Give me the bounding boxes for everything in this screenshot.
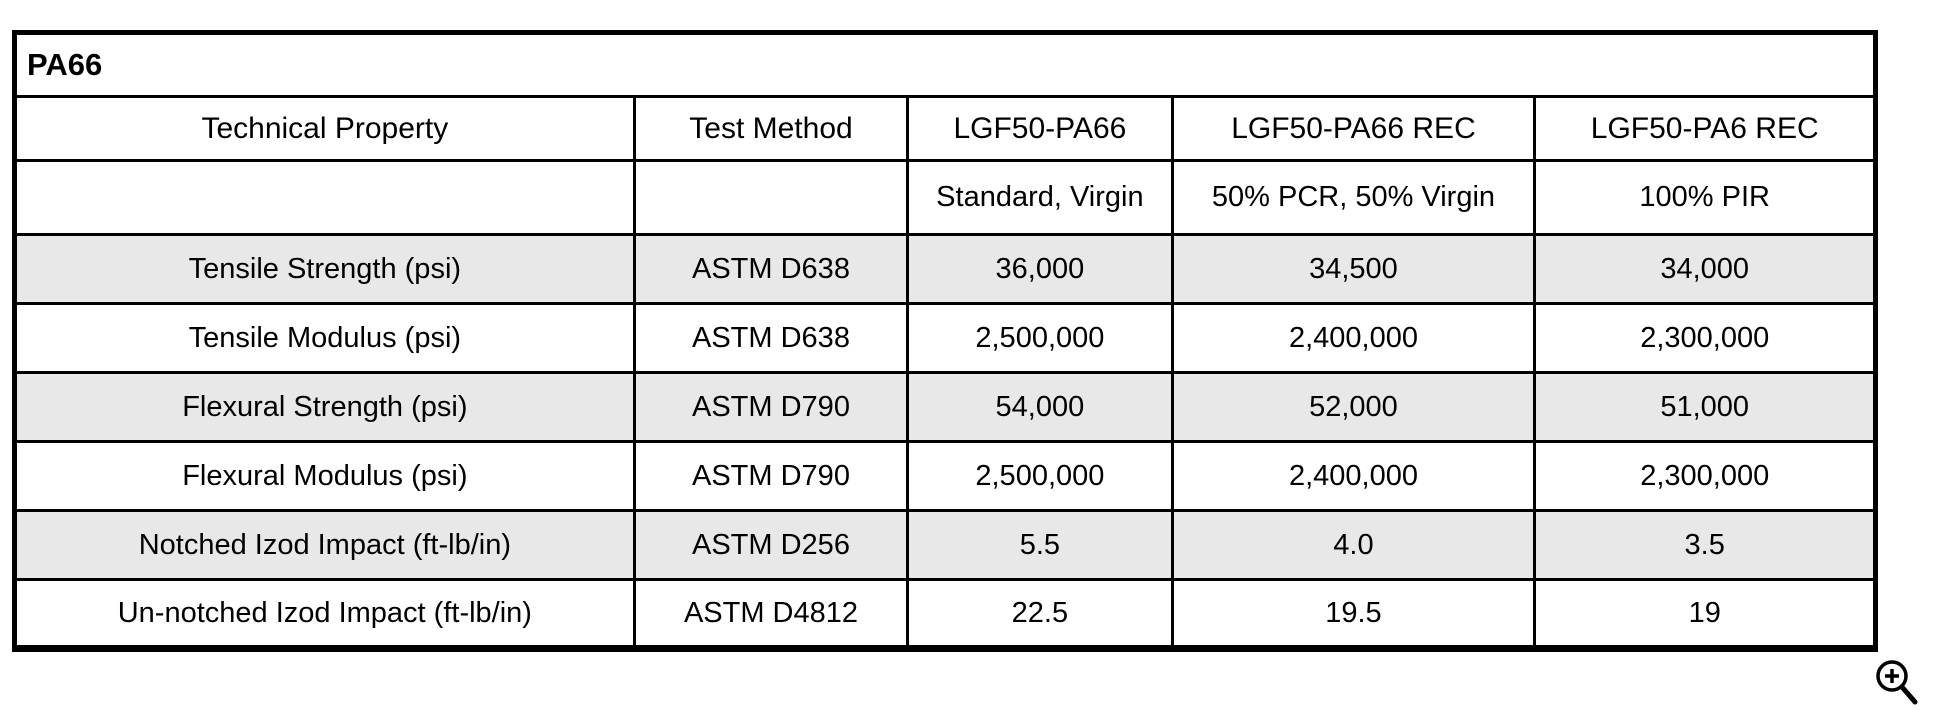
table-row: Un-notched Izod Impact (ft-lb/in) ASTM D… xyxy=(13,578,1877,650)
column-header-technical-property: Technical Property xyxy=(13,95,636,162)
column-header-test-method: Test Method xyxy=(632,95,910,162)
table-row: Flexural Strength (psi) ASTM D790 54,000… xyxy=(13,371,1877,443)
cell-test-method: ASTM D638 xyxy=(632,233,910,305)
cell-value: 2,300,000 xyxy=(1533,440,1877,512)
column-header-lgf50-pa66-rec: LGF50-PA66 REC xyxy=(1170,95,1537,162)
table-row: Tensile Modulus (psi) ASTM D638 2,500,00… xyxy=(13,302,1877,374)
cell-value: 2,400,000 xyxy=(1170,440,1537,512)
magnifier-plus-icon xyxy=(1872,660,1920,710)
subheader-empty-1 xyxy=(13,159,636,236)
cell-test-method: ASTM D638 xyxy=(632,302,910,374)
cell-property: Un-notched Izod Impact (ft-lb/in) xyxy=(13,578,636,650)
cell-value: 5.5 xyxy=(906,509,1174,581)
cell-value: 22.5 xyxy=(906,578,1174,650)
cell-test-method: ASTM D256 xyxy=(632,509,910,581)
cell-property: Flexural Strength (psi) xyxy=(13,371,636,443)
cell-value: 34,000 xyxy=(1533,233,1877,305)
table-subheader-row: Standard, Virgin 50% PCR, 50% Virgin 100… xyxy=(13,159,1877,236)
cell-property: Tensile Strength (psi) xyxy=(13,233,636,305)
cell-value: 3.5 xyxy=(1533,509,1877,581)
cell-property: Notched Izod Impact (ft-lb/in) xyxy=(13,509,636,581)
cell-value: 2,500,000 xyxy=(906,440,1174,512)
column-header-lgf50-pa66: LGF50-PA66 xyxy=(906,95,1174,162)
cell-value: 54,000 xyxy=(906,371,1174,443)
cell-property: Flexural Modulus (psi) xyxy=(13,440,636,512)
cell-value: 51,000 xyxy=(1533,371,1877,443)
table-row: Notched Izod Impact (ft-lb/in) ASTM D256… xyxy=(13,509,1877,581)
cell-value: 36,000 xyxy=(906,233,1174,305)
cell-value: 19.5 xyxy=(1170,578,1537,650)
table-title: PA66 xyxy=(13,31,1877,98)
subheader-100pir: 100% PIR xyxy=(1533,159,1877,236)
cell-value: 2,500,000 xyxy=(906,302,1174,374)
cell-value: 34,500 xyxy=(1170,233,1537,305)
cell-value: 2,400,000 xyxy=(1170,302,1537,374)
cell-value: 52,000 xyxy=(1170,371,1537,443)
table-title-row: PA66 xyxy=(13,31,1877,98)
zoom-in-button[interactable] xyxy=(1872,656,1920,708)
subheader-standard-virgin: Standard, Virgin xyxy=(906,159,1174,236)
cell-value: 19 xyxy=(1533,578,1877,650)
cell-test-method: ASTM D790 xyxy=(632,371,910,443)
cell-value: 4.0 xyxy=(1170,509,1537,581)
cell-test-method: ASTM D790 xyxy=(632,440,910,512)
subheader-50pcr-50virgin: 50% PCR, 50% Virgin xyxy=(1170,159,1537,236)
technical-properties-table: PA66 Technical Property Test Method LGF5… xyxy=(12,30,1878,652)
pa66-properties-table: PA66 Technical Property Test Method LGF5… xyxy=(12,30,1878,652)
table-header-row: Technical Property Test Method LGF50-PA6… xyxy=(13,95,1877,162)
table-row: Tensile Strength (psi) ASTM D638 36,000 … xyxy=(13,233,1877,305)
cell-test-method: ASTM D4812 xyxy=(632,578,910,650)
cell-value: 2,300,000 xyxy=(1533,302,1877,374)
column-header-lgf50-pa6-rec: LGF50-PA6 REC xyxy=(1533,95,1877,162)
cell-property: Tensile Modulus (psi) xyxy=(13,302,636,374)
subheader-empty-2 xyxy=(632,159,910,236)
table-row: Flexural Modulus (psi) ASTM D790 2,500,0… xyxy=(13,440,1877,512)
